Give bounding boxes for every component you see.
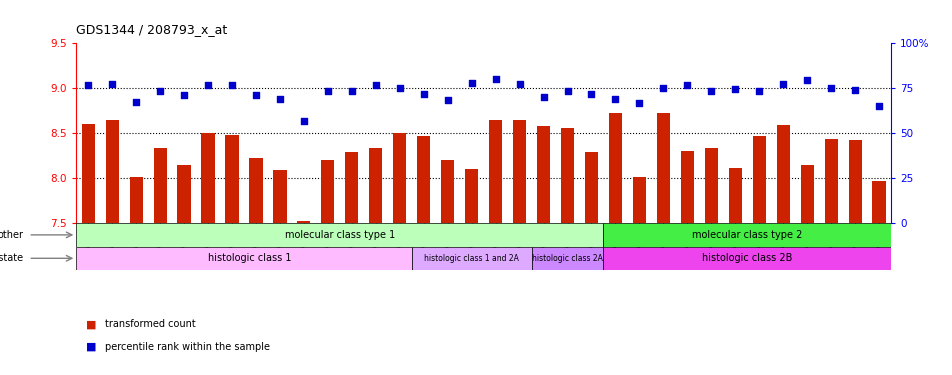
- Bar: [823, 140, 837, 223]
- Bar: [82, 124, 94, 223]
- Bar: [368, 147, 382, 223]
- Bar: [153, 147, 167, 223]
- Text: ■: ■: [86, 320, 96, 329]
- Point: [344, 88, 359, 94]
- Point: [679, 81, 694, 87]
- Point: [200, 82, 215, 88]
- Bar: [129, 177, 143, 223]
- Point: [464, 80, 479, 86]
- Point: [296, 118, 311, 124]
- Point: [272, 96, 288, 102]
- Point: [631, 100, 646, 106]
- Point: [487, 76, 503, 82]
- Point: [152, 88, 168, 94]
- Text: percentile rank within the sample: percentile rank within the sample: [105, 342, 269, 352]
- Bar: [201, 133, 214, 223]
- Point: [391, 85, 407, 91]
- Point: [607, 96, 623, 102]
- Text: molecular class type 2: molecular class type 2: [691, 230, 802, 240]
- Point: [81, 81, 96, 87]
- Point: [584, 92, 599, 98]
- Bar: [226, 135, 238, 223]
- Point: [703, 88, 718, 94]
- Bar: [297, 221, 310, 223]
- Text: molecular class type 1: molecular class type 1: [285, 230, 394, 240]
- Bar: [321, 160, 334, 223]
- Bar: [847, 140, 861, 223]
- Bar: [536, 126, 549, 223]
- Bar: [488, 120, 502, 223]
- Bar: [872, 181, 884, 223]
- Bar: [177, 165, 190, 223]
- Point: [751, 88, 766, 94]
- Point: [176, 92, 191, 98]
- Point: [416, 90, 431, 96]
- Point: [823, 85, 838, 91]
- Text: transformed count: transformed count: [105, 320, 195, 329]
- Bar: [441, 160, 454, 223]
- Bar: [76, 223, 603, 247]
- Text: histologic class 1 and 2A: histologic class 1 and 2A: [424, 254, 519, 263]
- Text: histologic class 1: histologic class 1: [208, 253, 291, 263]
- Point: [511, 81, 526, 87]
- Bar: [603, 247, 890, 270]
- Bar: [585, 152, 598, 223]
- Bar: [345, 152, 358, 223]
- Point: [655, 85, 670, 91]
- Point: [775, 81, 790, 87]
- Bar: [728, 168, 741, 223]
- Point: [367, 82, 383, 88]
- Point: [846, 87, 862, 93]
- Point: [129, 99, 144, 105]
- Text: histologic class 2B: histologic class 2B: [702, 253, 792, 263]
- Point: [799, 77, 814, 83]
- Bar: [608, 113, 622, 223]
- Bar: [800, 165, 813, 223]
- Bar: [273, 170, 287, 223]
- Bar: [603, 223, 890, 247]
- Point: [105, 81, 120, 87]
- Bar: [561, 128, 573, 223]
- Bar: [704, 148, 717, 223]
- Bar: [776, 125, 789, 223]
- Bar: [417, 136, 430, 223]
- Text: ■: ■: [86, 342, 96, 352]
- Text: GDS1344 / 208793_x_at: GDS1344 / 208793_x_at: [76, 22, 228, 36]
- Text: other: other: [0, 230, 24, 240]
- Bar: [249, 158, 263, 223]
- Point: [440, 97, 455, 103]
- Bar: [465, 169, 478, 223]
- Point: [248, 92, 264, 98]
- Bar: [106, 120, 119, 223]
- Bar: [76, 247, 411, 270]
- Point: [727, 86, 743, 92]
- Text: histologic class 2A: histologic class 2A: [531, 254, 603, 263]
- Point: [224, 81, 239, 87]
- Point: [870, 103, 885, 109]
- Point: [560, 88, 575, 94]
- Bar: [393, 133, 406, 223]
- Bar: [411, 247, 531, 270]
- Bar: [632, 177, 645, 223]
- Bar: [656, 113, 669, 223]
- Bar: [680, 151, 693, 223]
- Bar: [752, 136, 765, 223]
- Bar: [531, 247, 603, 270]
- Point: [320, 88, 335, 94]
- Point: [535, 94, 550, 100]
- Text: disease state: disease state: [0, 253, 24, 263]
- Bar: [512, 120, 526, 223]
